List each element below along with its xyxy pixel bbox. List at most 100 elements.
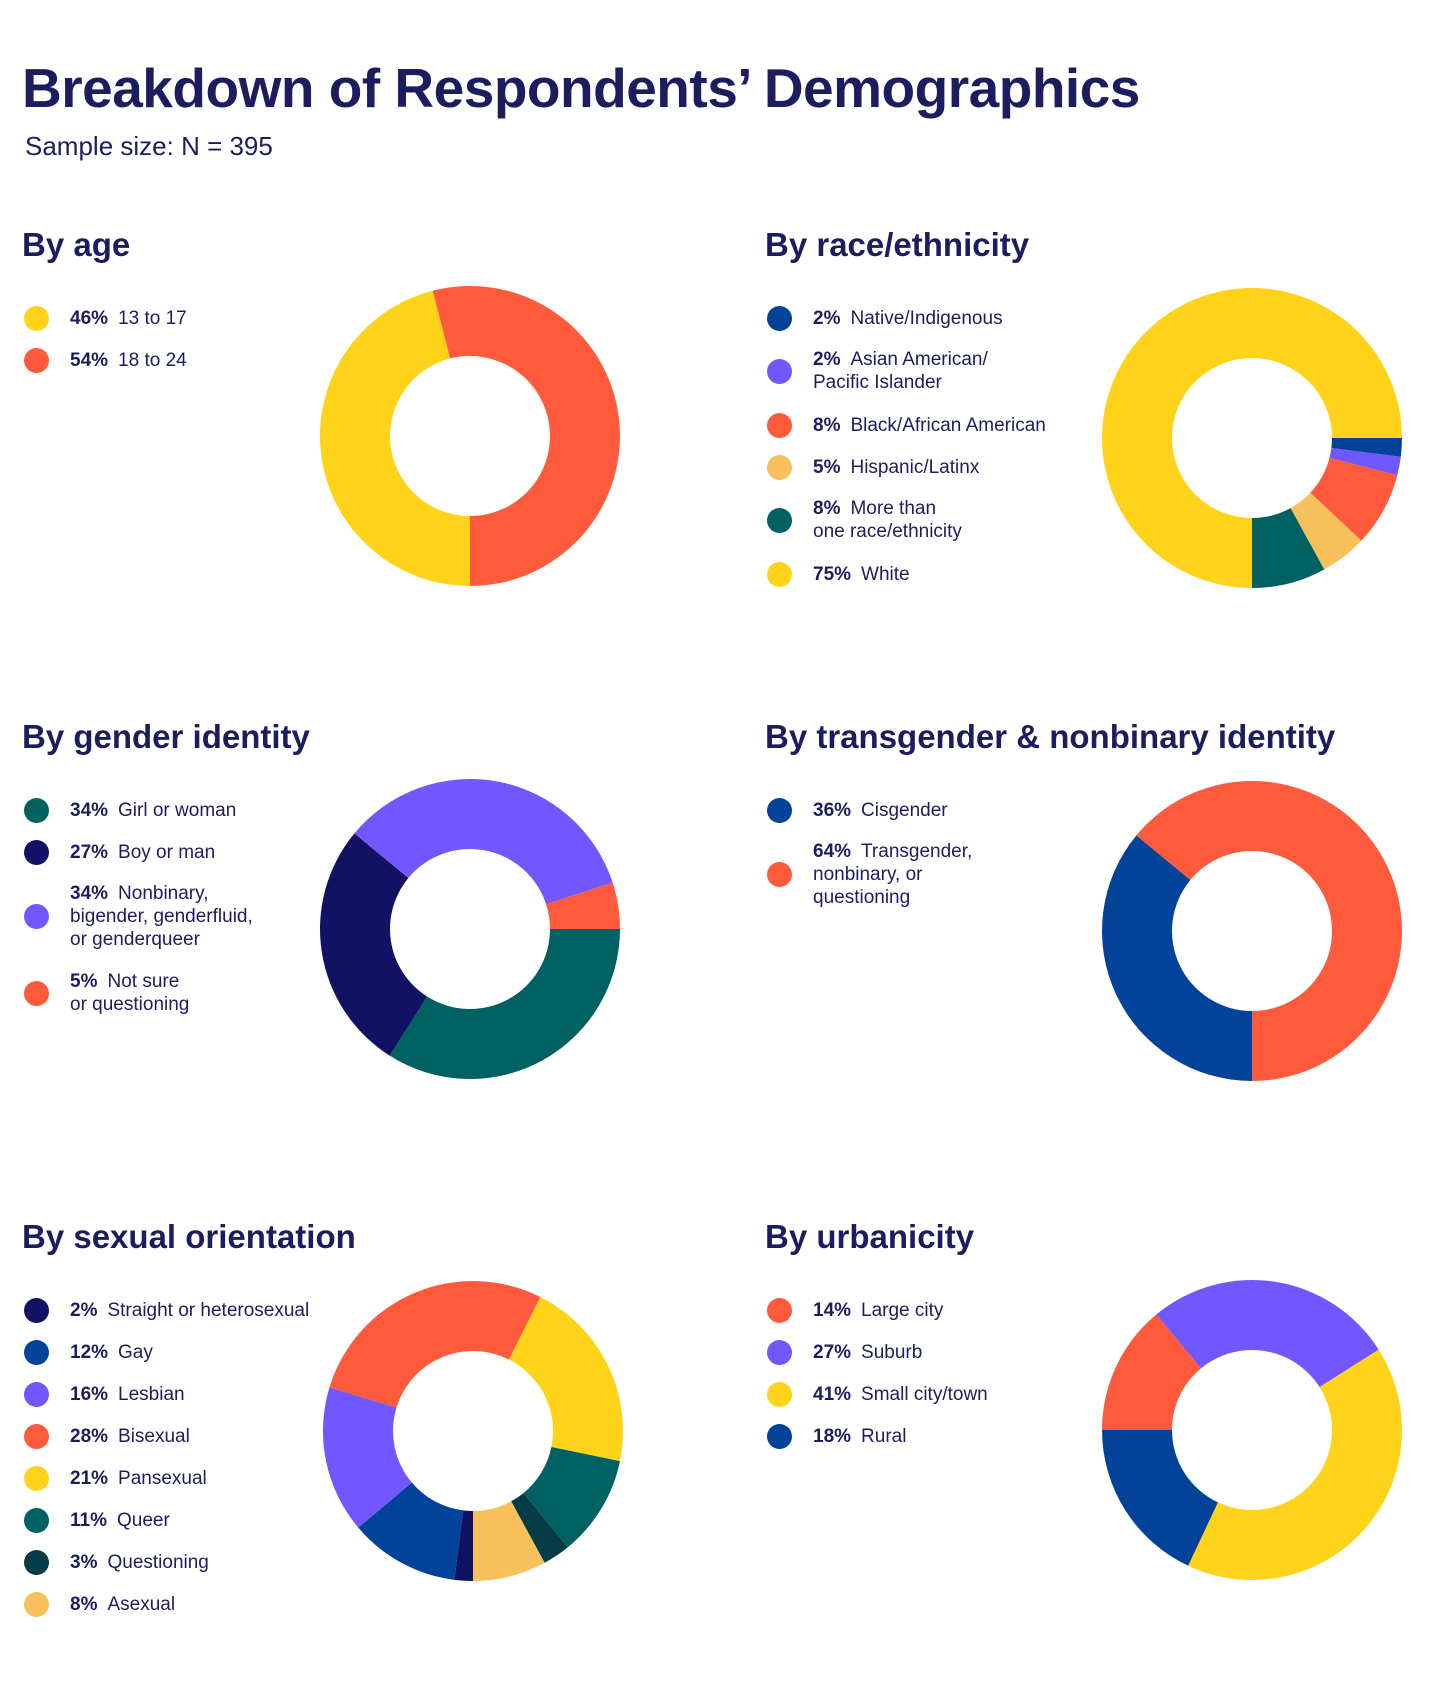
legend-percent: 3% xyxy=(70,1552,98,1573)
legend-label-line: 18 to 24 xyxy=(118,350,187,371)
legend-label-line: Asexual xyxy=(107,1594,176,1615)
donut-slice-queer xyxy=(523,1447,620,1548)
legend-label: White xyxy=(861,564,910,585)
legend-percent: 54% xyxy=(70,350,109,371)
legend-percent: 8% xyxy=(813,415,841,436)
legend-text: 54% 18 to 24 xyxy=(70,349,187,372)
legend-label-line: or genderqueer xyxy=(70,929,200,950)
donut-slice-native-indigenous xyxy=(1331,438,1402,457)
legend-label-line: Black/African American xyxy=(850,415,1046,436)
legend-swatch xyxy=(767,1298,792,1323)
legend-text: 34% Girl or woman xyxy=(70,799,236,822)
legend-swatch xyxy=(24,1340,49,1365)
donut-slice-13-to-17 xyxy=(319,290,470,586)
legend-swatch xyxy=(24,1592,49,1617)
legend-label: Nonbinary, bigender, genderfluid, or gende… xyxy=(70,883,253,950)
legend-swatch xyxy=(24,1466,49,1491)
legend-percent: 64% xyxy=(813,841,852,862)
donut-slice-questioning xyxy=(511,1492,568,1563)
legend-percent: 18% xyxy=(813,1426,852,1447)
legend-label: Suburb xyxy=(861,1342,922,1363)
legend-item-transgender-nonbinary-or-questioning: 64% Transgender, nonbinary, or questioning xyxy=(767,840,1107,909)
legend-item-black-african-american: 8% Black/African American xyxy=(767,413,1107,438)
legend-text: 46% 13 to 17 xyxy=(70,307,187,330)
legend-percent: 34% xyxy=(70,800,109,821)
donut-slice-white xyxy=(1102,288,1402,588)
legend-swatch xyxy=(24,904,49,929)
age-legend: 46% 13 to 17 54% 18 to 24 xyxy=(24,306,364,390)
legend-label: Queer xyxy=(117,1510,170,1531)
legend-item-queer: 11% Queer xyxy=(24,1508,364,1533)
legend-percent: 11% xyxy=(70,1510,107,1531)
transgender-nonbinary-panel-title: By transgender & nonbinary identity xyxy=(765,718,1336,755)
gender-identity-legend: 34% Girl or woman 27% Boy or man 34% Nonbinar… xyxy=(24,798,364,1035)
legend-percent: 34% xyxy=(70,883,109,904)
legend-label-line: bigender, genderfluid, xyxy=(70,906,253,927)
legend-label: Boy or man xyxy=(118,842,215,863)
legend-text: 11% Queer xyxy=(70,1509,170,1532)
sample-size-subtitle: Sample size: N = 395 xyxy=(25,131,273,161)
legend-percent: 12% xyxy=(70,1342,109,1363)
legend-swatch xyxy=(24,1382,49,1407)
donut-slice-small-city-town xyxy=(1188,1349,1402,1580)
legend-percent: 46% xyxy=(70,308,109,329)
legend-item-nonbinary-bigender-genderfluid-or-genderqueer: 34% Nonbinary, bigender, genderfluid, or ge… xyxy=(24,882,364,951)
urbanicity-donut-chart xyxy=(1102,1280,1402,1580)
legend-item-asexual: 8% Asexual xyxy=(24,1592,364,1617)
legend-label: Rural xyxy=(861,1426,906,1447)
legend-swatch xyxy=(24,840,49,865)
legend-text: 2% Asian American/Pacific Islander xyxy=(813,348,988,394)
legend-text: 12% Gay xyxy=(70,1341,153,1364)
legend-text: 16% Lesbian xyxy=(70,1383,185,1406)
legend-percent: 41% xyxy=(813,1384,852,1405)
legend-text: 8% Asexual xyxy=(70,1593,175,1616)
donut-slice-rural xyxy=(1102,1430,1218,1566)
legend-label: Asexual xyxy=(107,1594,175,1615)
legend-label: Hispanic/Latinx xyxy=(850,457,979,478)
legend-text: 5% Not sure or questioning xyxy=(70,970,189,1016)
legend-percent: 8% xyxy=(813,498,841,519)
donut-slice-lesbian xyxy=(322,1387,412,1528)
legend-label-line: Questioning xyxy=(107,1552,209,1573)
legend-swatch xyxy=(767,358,792,384)
legend-label: More than one race/ethnicity xyxy=(813,498,962,542)
legend-label-line: Gay xyxy=(118,1342,153,1363)
legend-percent: 36% xyxy=(813,800,852,821)
legend-label: Gay xyxy=(118,1342,153,1363)
legend-swatch xyxy=(24,1424,49,1449)
legend-swatch xyxy=(767,1340,792,1365)
legend-swatch xyxy=(767,798,792,823)
legend-text: 2% Native/Indigenous xyxy=(813,307,1003,330)
transgender-nonbinary-panel: By transgender & nonbinary identity 36% C… xyxy=(765,718,1440,1198)
transgender-nonbinary-legend: 36% Cisgender 64% Transgender, nonbinary, or… xyxy=(767,798,1107,928)
legend-percent: 75% xyxy=(813,564,852,585)
legend-swatch xyxy=(767,562,792,587)
age-panel-title: By age xyxy=(22,226,131,263)
legend-swatch xyxy=(24,306,49,331)
legend-label: Black/African American xyxy=(850,415,1045,436)
legend-swatch xyxy=(24,1298,49,1323)
legend-label: Cisgender xyxy=(861,800,948,821)
legend-label: Not sure or questioning xyxy=(70,971,189,1015)
legend-item-questioning: 3% Questioning xyxy=(24,1550,364,1575)
legend-label-line: Not sure xyxy=(107,971,180,992)
gender-identity-panel-title: By gender identity xyxy=(22,718,310,755)
donut-slice-pansexual xyxy=(508,1297,623,1462)
legend-label-line: nonbinary, or xyxy=(813,864,923,885)
legend-item-more-than-one-race-ethnicity: 8% More than one race/ethnicity xyxy=(767,497,1107,543)
legend-label-line: questioning xyxy=(813,887,911,908)
legend-label: Questioning xyxy=(107,1552,208,1573)
legend-label-line: Pansexual xyxy=(118,1468,207,1489)
sexual-orientation-panel-title: By sexual orientation xyxy=(22,1218,356,1255)
legend-text: 18% Rural xyxy=(813,1425,906,1448)
legend-text: 5% Hispanic/Latinx xyxy=(813,456,979,479)
legend-item-pansexual: 21% Pansexual xyxy=(24,1466,364,1491)
legend-label: Straight or heterosexual xyxy=(107,1300,309,1321)
legend-item-gay: 12% Gay xyxy=(24,1340,364,1365)
legend-percent: 2% xyxy=(813,308,841,329)
gender-identity-panel: By gender identity 34% Girl or woman 27% Bo… xyxy=(22,718,742,1198)
legend-label: Large city xyxy=(861,1300,943,1321)
donut-slice-transgender-nonbinary-or-questioning xyxy=(1136,781,1402,1081)
legend-item-hispanic-latinx: 5% Hispanic/Latinx xyxy=(767,455,1107,480)
legend-label-line: Hispanic/Latinx xyxy=(850,457,980,478)
